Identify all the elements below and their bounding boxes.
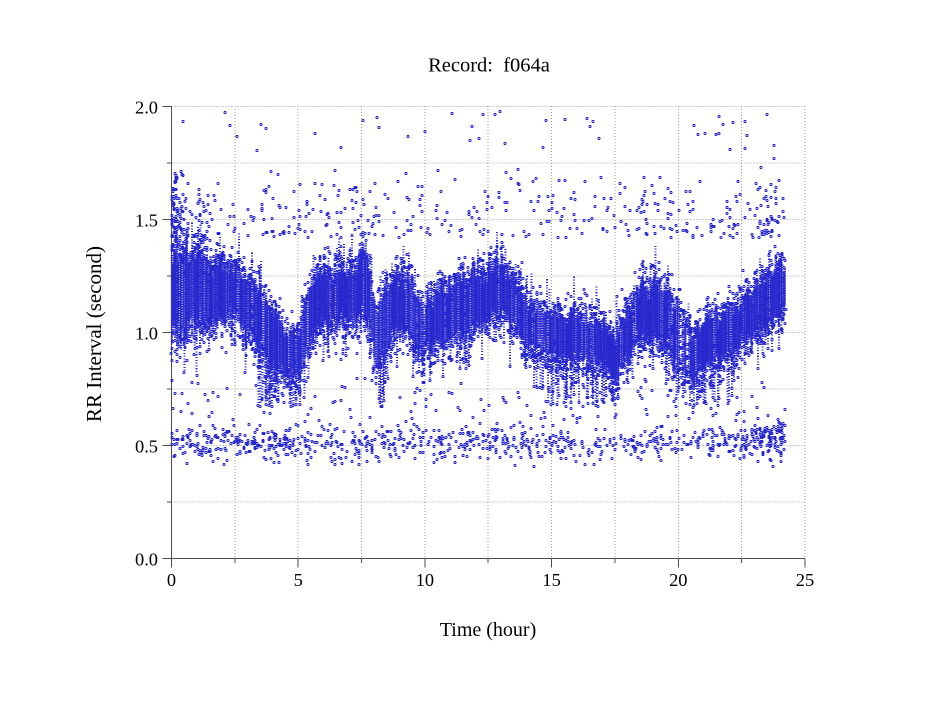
svg-text:0.0: 0.0 (135, 549, 158, 569)
svg-text:Record: f064a: Record: f064a (428, 54, 550, 76)
svg-text:0.5: 0.5 (135, 436, 158, 456)
svg-text:5: 5 (294, 570, 303, 590)
svg-text:10: 10 (416, 570, 434, 590)
svg-text:RR Interval (second): RR Interval (second) (82, 246, 106, 422)
svg-text:20: 20 (669, 570, 687, 590)
svg-text:0: 0 (167, 570, 176, 590)
svg-text:1.5: 1.5 (135, 210, 158, 230)
svg-text:25: 25 (796, 570, 814, 590)
svg-text:15: 15 (542, 570, 560, 590)
svg-text:1.0: 1.0 (135, 323, 158, 343)
svg-text:2.0: 2.0 (135, 97, 158, 117)
svg-text:Time (hour): Time (hour) (440, 619, 536, 641)
